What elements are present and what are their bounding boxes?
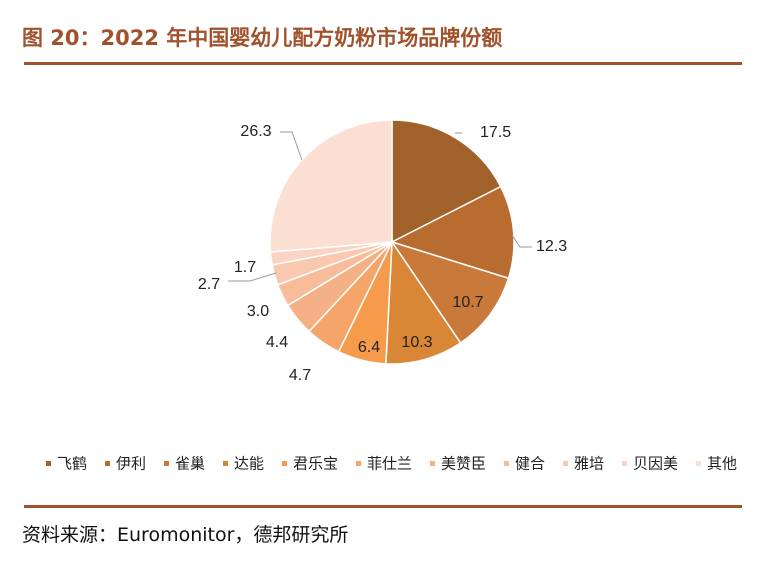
- pie-slice-11: [269, 119, 393, 253]
- legend-label-1: 飞鹤: [57, 455, 87, 473]
- source-note: 资料来源：Euromonitor，德邦研究所: [22, 524, 349, 546]
- legend-label-4: 达能: [234, 455, 264, 473]
- leader-line-2: [511, 234, 532, 248]
- legend-label-5: 君乐宝: [293, 455, 338, 473]
- legend-label-11: 其他: [707, 455, 737, 473]
- legend-swatch-7: [430, 461, 435, 466]
- legend-label-3: 雀巢: [175, 455, 205, 473]
- legend-item-5: 君乐宝: [282, 455, 338, 473]
- title-divider: [24, 62, 742, 65]
- legend-label-7: 美赞臣: [441, 455, 486, 473]
- data-label-10: 1.7: [234, 259, 256, 276]
- data-label-1: 17.5: [480, 124, 511, 141]
- pie-slice-2: [390, 185, 515, 280]
- leader-lines: [228, 131, 532, 282]
- data-label-11: 26.3: [240, 123, 271, 140]
- legend-label-8: 健合: [515, 455, 545, 473]
- legend-item-2: 伊利: [105, 455, 146, 473]
- legend-swatch-11: [696, 461, 701, 466]
- legend-item-1: 飞鹤: [46, 455, 87, 473]
- legend-item-7: 美赞臣: [430, 455, 486, 473]
- legend-swatch-4: [223, 461, 228, 466]
- legend-swatch-8: [504, 461, 509, 466]
- legend-swatch-1: [46, 461, 51, 466]
- legend-item-10: 贝因美: [622, 455, 678, 473]
- leader-line-9: [228, 272, 277, 282]
- legend-item-11: 其他: [696, 455, 737, 473]
- data-label-8: 3.0: [247, 303, 269, 320]
- data-labels: 17.5 12.3 10.7 10.3 6.4 4.74.4 3.0 2.7 1.7 26.3: [198, 123, 567, 384]
- legend-item-9: 雅培: [563, 455, 604, 473]
- legend-swatch-9: [563, 461, 568, 466]
- legend-swatch-3: [164, 461, 169, 466]
- pie-slice-3: [390, 240, 510, 344]
- pie-slices: [269, 119, 515, 365]
- legend-swatch-6: [356, 461, 361, 466]
- source-divider: [24, 505, 742, 508]
- legend-swatch-5: [282, 461, 287, 466]
- legend-item-3: 雀巢: [164, 455, 205, 473]
- data-label-3: 10.7: [452, 294, 483, 311]
- data-label-7: 4.4: [266, 334, 288, 351]
- legend-item-6: 菲仕兰: [356, 455, 412, 473]
- legend-swatch-10: [622, 461, 627, 466]
- pie-chart: 17.5 12.3 10.7 10.3 6.4 4.74.4 3.0 2.7 1.7 26.3 飞…: [46, 119, 737, 473]
- legend-label-6: 菲仕兰: [367, 455, 412, 473]
- legend-swatch-2: [105, 461, 110, 466]
- data-label-4: 10.3: [401, 334, 432, 351]
- pie-slice-4: [385, 239, 462, 365]
- legend-label-9: 雅培: [574, 455, 604, 473]
- data-label-6: 4.7: [289, 367, 311, 384]
- legend-item-8: 健合: [504, 455, 545, 473]
- leader-line-11: [280, 131, 303, 161]
- legend-item-4: 达能: [223, 455, 264, 473]
- data-label-9: 2.7: [198, 276, 220, 293]
- data-label-5: 6.4: [358, 339, 380, 356]
- legend: 飞鹤 伊利 雀巢 达能 君乐宝 菲仕兰 美赞臣 健合 雅培 贝因美 其他: [46, 455, 737, 473]
- legend-label-2: 伊利: [116, 455, 146, 473]
- pie-slice-1: [391, 119, 502, 244]
- legend-label-10: 贝因美: [633, 455, 678, 473]
- data-label-2: 12.3: [536, 238, 567, 255]
- chart-title: 图 20：2022 年中国婴幼儿配方奶粉市场品牌份额: [22, 26, 503, 50]
